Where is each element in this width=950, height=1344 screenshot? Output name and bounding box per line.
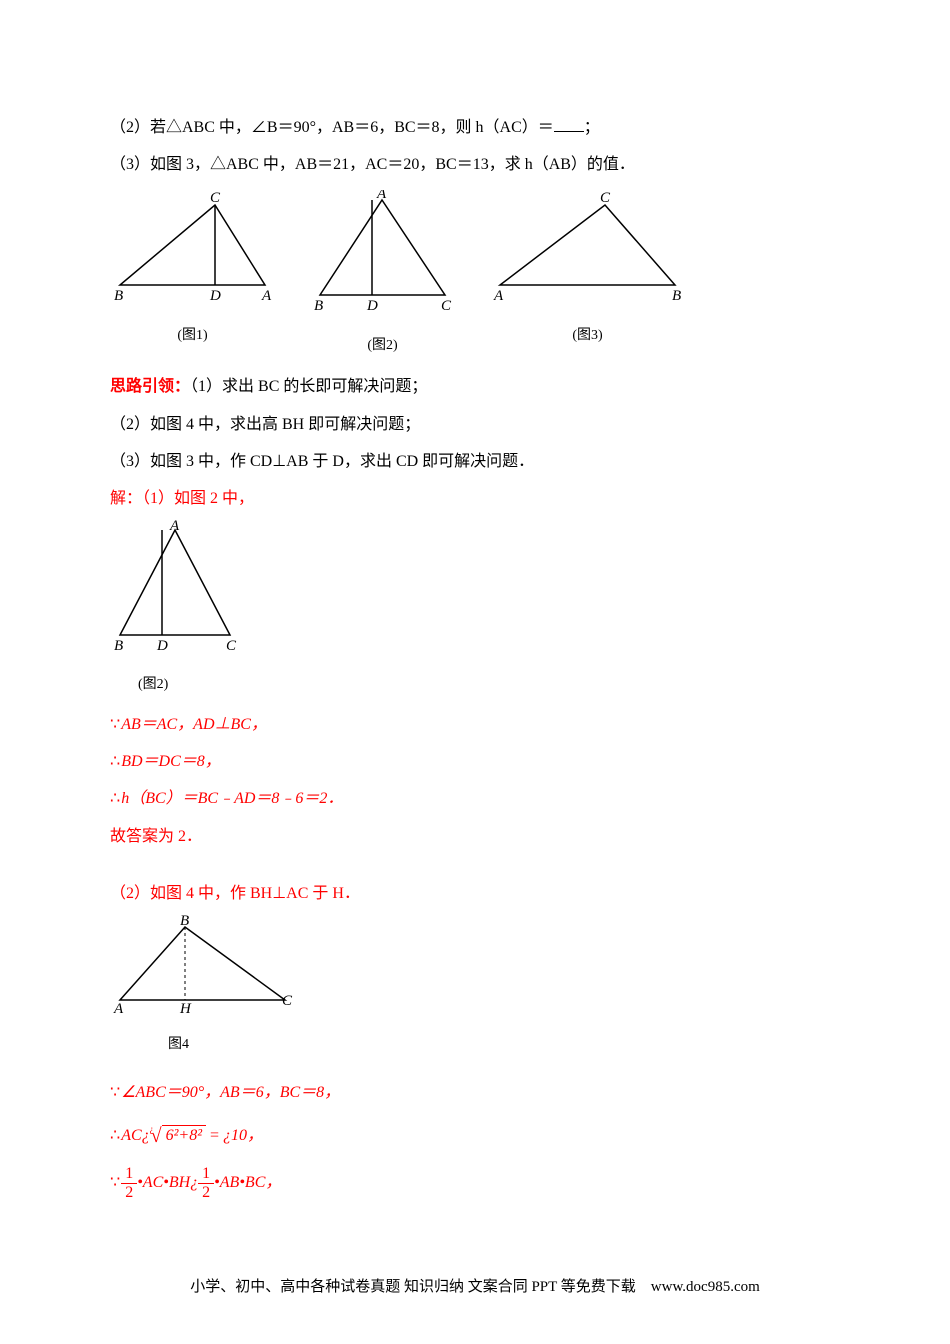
svg-text:C: C	[600, 190, 611, 206]
svg-text:A: A	[261, 288, 272, 304]
sol-s2-body: BD＝DC＝8，	[121, 753, 221, 770]
guide-g1: （1）求出 BC 的长即可解决问题；	[190, 378, 427, 395]
figure-2: B D C A (图2)	[305, 190, 460, 361]
sol-p2-l1-body: ∠ABC＝90°，AB＝6，BC＝8，	[121, 1084, 340, 1101]
svg-text:D: D	[209, 288, 221, 304]
sol-p2-l2: ∴AC¿¿√6²+8² = ¿10，	[110, 1112, 840, 1160]
svg-text:B: B	[114, 288, 123, 304]
svg-text:A: A	[376, 190, 387, 202]
sol-s1: ∵AB＝AC，AD⊥BC，	[110, 707, 840, 742]
svg-text:C: C	[282, 993, 293, 1009]
fig3-caption: (图3)	[490, 321, 685, 352]
figure-3-svg: A B C	[490, 190, 685, 305]
svg-text:A: A	[493, 288, 504, 304]
guide-line-2: （2）如图 4 中，求出高 BH 即可解决问题；	[110, 407, 840, 442]
q2-suffix: ；	[584, 119, 600, 136]
frac-1: 12	[121, 1165, 137, 1201]
svg-text:C: C	[210, 190, 221, 206]
sol-p2-intro: （2）如图 4 中，作 BH⊥AC 于 H．	[110, 876, 840, 911]
figure-2-svg: B D C A	[305, 190, 460, 315]
sol-p2-l3-mid2: •AB•BC，	[214, 1174, 281, 1191]
frac-2: 12	[198, 1165, 214, 1201]
svg-text:H: H	[179, 1001, 192, 1015]
problem-q3: （3）如图 3，△ABC 中，AB＝21，AC＝20，BC＝13，求 h（AB）…	[110, 147, 840, 182]
sol-p2-l3: ∵12•AC•BH¿12•AB•BC，	[110, 1162, 840, 1204]
figure-1: B D A C (图1)	[110, 190, 275, 361]
problem-q2: （2）若△ABC 中，∠B＝90°，AB＝6，BC＝8，则 h（AC）＝ ；	[110, 110, 840, 145]
svg-text:C: C	[441, 298, 452, 314]
guide-label: 思路引领：	[110, 378, 190, 395]
solution-intro: 解：（1）如图 2 中，	[110, 481, 840, 516]
guide-line-3: （3）如图 3 中，作 CD⊥AB 于 D，求出 CD 即可解决问题．	[110, 444, 840, 479]
sol-s1-body: AB＝AC，AD⊥BC，	[121, 716, 267, 733]
svg-text:D: D	[366, 298, 378, 314]
sol-s3-body: h（BC）＝BC﹣AD＝8﹣6＝2．	[121, 790, 343, 807]
eq-sign: =	[210, 1127, 219, 1144]
fig2r-caption: (图2)	[110, 670, 840, 701]
svg-text:D: D	[156, 638, 168, 654]
figure-4: A H C B 图4	[110, 915, 840, 1061]
fig1-caption: (图1)	[110, 321, 275, 352]
sol-p2-l3-mid1: •AC•BH¿	[137, 1174, 198, 1191]
svg-text:B: B	[180, 915, 189, 929]
sol-p2-l2-suffix: 10，	[231, 1127, 263, 1144]
sol-p2-l2-prefix: AC¿	[121, 1127, 149, 1144]
page-footer: 小学、初中、高中各种试卷真题 知识归纳 文案合同 PPT 等免费下载 www.d…	[0, 1271, 950, 1304]
sol-s2: ∴BD＝DC＝8，	[110, 744, 840, 779]
fig2-caption: (图2)	[305, 331, 460, 362]
sol-s3: ∴h（BC）＝BC﹣AD＝8﹣6＝2．	[110, 781, 840, 816]
blank-fill	[554, 116, 584, 132]
because-2: ∵	[110, 1084, 121, 1101]
svg-text:C: C	[226, 638, 237, 654]
because-3: ∵	[110, 1174, 121, 1191]
therefore-3: ∴	[110, 1127, 121, 1144]
svg-text:B: B	[114, 638, 123, 654]
svg-text:A: A	[169, 520, 180, 534]
sqrt-content: 6²+8²	[162, 1125, 206, 1145]
therefore-1: ∴	[110, 753, 121, 770]
svg-text:B: B	[314, 298, 323, 314]
problem-q2-text: （2）若△ABC 中，∠B＝90°，AB＝6，BC＝8，则 h（AC）＝	[110, 119, 554, 136]
guide-line-1: 思路引领：（1）求出 BC 的长即可解决问题；	[110, 369, 840, 404]
sol-p2-l1: ∵∠ABC＝90°，AB＝6，BC＝8，	[110, 1075, 840, 1110]
inv-q: ¿	[223, 1127, 231, 1144]
svg-text:A: A	[113, 1001, 124, 1015]
figure-4-svg: A H C B	[110, 915, 295, 1015]
figure-1-svg: B D A C	[110, 190, 275, 305]
sol-s4: 故答案为 2．	[110, 819, 840, 854]
therefore-2: ∴	[110, 790, 121, 807]
because-1: ∵	[110, 716, 121, 733]
figures-row-1: B D A C (图1) B D C A (图2) A B C (图3)	[110, 190, 840, 361]
sqrt-sign: √	[151, 1125, 162, 1147]
figure-2-repeat: B D C A (图2)	[110, 520, 840, 701]
figure-3: A B C (图3)	[490, 190, 685, 361]
svg-text:B: B	[672, 288, 681, 304]
figure-2r-svg: B D C A	[110, 520, 240, 655]
fig4-caption: 图4	[110, 1030, 840, 1061]
